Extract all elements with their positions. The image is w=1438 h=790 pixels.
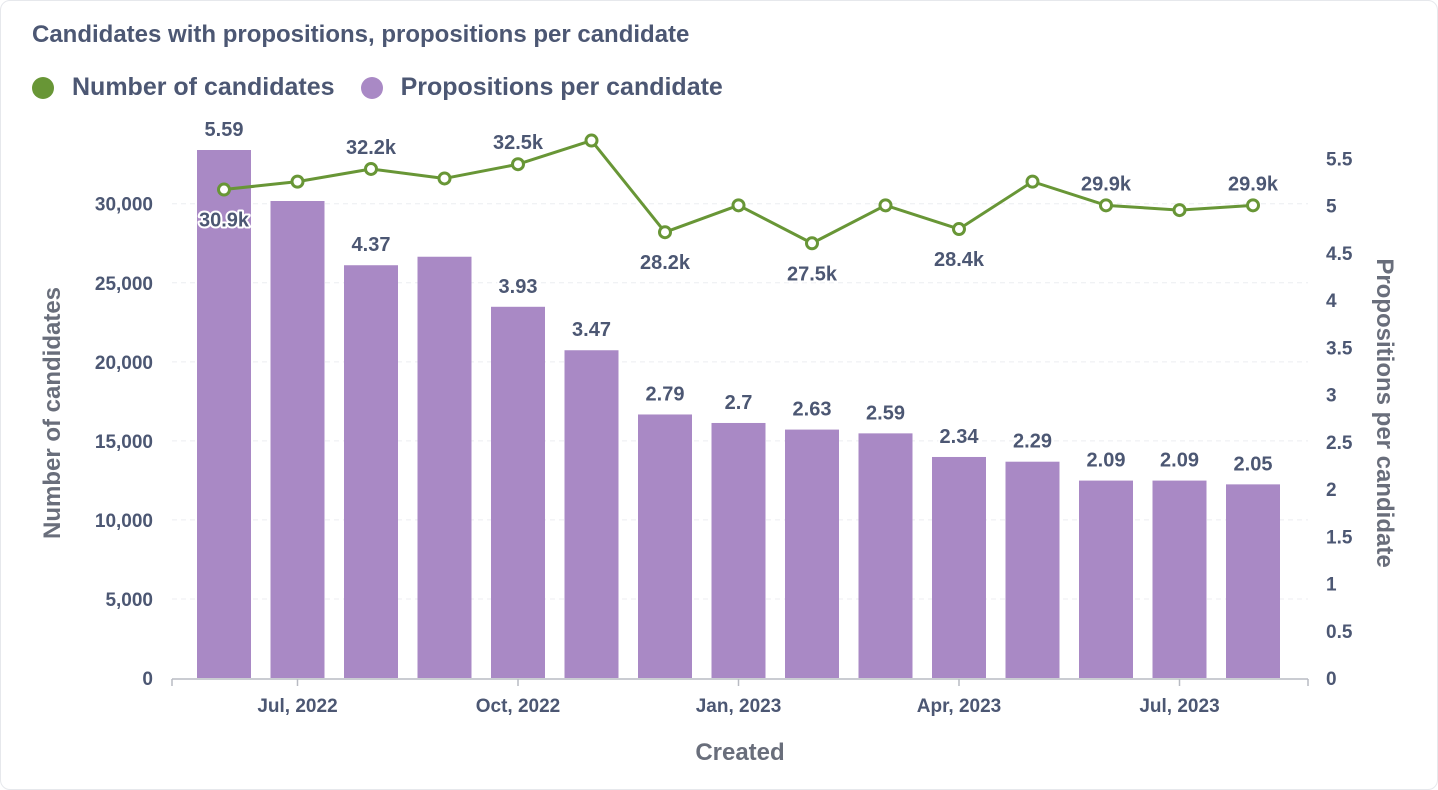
bar[interactable] <box>1152 480 1207 678</box>
y-right-tick-label: 0 <box>1326 669 1337 690</box>
line-point[interactable] <box>1246 198 1260 213</box>
bar-data-label: 3.93 <box>499 276 538 298</box>
y-right-tick-label: 5 <box>1326 197 1337 218</box>
y-left-tick-label: 5,000 <box>105 590 153 611</box>
bar[interactable] <box>858 433 913 678</box>
legend-label-propositions: Propositions per candidate <box>400 73 723 101</box>
line-data-label: 32.2k <box>346 137 397 159</box>
bar[interactable] <box>711 422 766 678</box>
legend-item-candidates[interactable]: Number of candidates <box>32 73 335 102</box>
y-right-tick-label: 4.5 <box>1326 244 1353 265</box>
bar[interactable] <box>785 429 839 678</box>
bar[interactable] <box>417 256 472 678</box>
bar-data-label: 5.59 <box>205 119 244 141</box>
bar-data-label: 2.05 <box>1234 453 1273 475</box>
line-point[interactable] <box>952 222 966 237</box>
line-data-label: 28.2k <box>640 252 691 274</box>
line-point[interactable] <box>511 157 525 172</box>
line-point[interactable] <box>217 182 231 197</box>
y-right-tick-label: 1 <box>1326 575 1337 596</box>
x-tick-label: Jul, 2023 <box>1139 696 1219 717</box>
x-tick-label: Jul, 2022 <box>257 696 337 717</box>
x-tick-label: Oct, 2022 <box>476 696 561 717</box>
bar-data-label: 3.47 <box>572 319 611 341</box>
line-data-label: 29.9k <box>1228 173 1279 195</box>
line-data-label: 30.9k <box>199 210 250 232</box>
line-series <box>217 133 1260 251</box>
x-tick-label: Jan, 2023 <box>696 696 782 717</box>
bar[interactable] <box>638 414 692 678</box>
y-right-tick-label: 1.5 <box>1326 527 1353 548</box>
line-point[interactable] <box>1025 174 1040 189</box>
y-right-tick-label: 2.5 <box>1326 433 1353 454</box>
legend-swatch-propositions <box>360 76 383 99</box>
axes: 0 5,000 10,000 15,000 20,000 25,000 30,000 0 0.5… <box>95 150 1353 717</box>
chart-title: Candidates with propositions, propositio… <box>32 21 690 48</box>
bar[interactable] <box>270 201 325 678</box>
bar-data-label: 2.09 <box>1087 450 1126 472</box>
y-left-tick-label: 0 <box>142 669 153 690</box>
y-right-tick-label: 2 <box>1326 480 1337 501</box>
y-axis-left-title: Number of candidates <box>39 287 66 539</box>
bar[interactable] <box>932 456 986 678</box>
line-data-label: 27.5k <box>787 263 838 285</box>
y-left-tick-label: 20,000 <box>95 353 153 374</box>
line-point[interactable] <box>364 161 378 176</box>
y-left-tick-label: 30,000 <box>95 195 153 216</box>
bar[interactable] <box>344 265 398 678</box>
line-point[interactable] <box>1099 198 1113 213</box>
line-point[interactable] <box>290 174 305 189</box>
line-point[interactable] <box>805 236 819 251</box>
bar-data-label: 2.79 <box>646 383 685 405</box>
y-right-tick-label: 4 <box>1326 291 1337 312</box>
data-labels: 5.59 4.37 3.93 3.47 2.79 2.7 2.63 2.59 2.34 2.29 2… <box>197 117 1281 477</box>
line-data-label: 28.4k <box>934 249 985 271</box>
line-point[interactable] <box>584 133 599 148</box>
line-point[interactable] <box>658 225 672 240</box>
bar[interactable] <box>564 350 619 678</box>
x-axis-title: Created <box>695 739 784 766</box>
y-right-tick-label: 3.5 <box>1326 338 1353 359</box>
line-point[interactable] <box>437 171 452 186</box>
bar-data-label: 2.63 <box>793 399 832 421</box>
legend-swatch-candidates <box>32 76 54 99</box>
line-data-label: 29.9k <box>1081 173 1132 195</box>
bar[interactable] <box>1226 484 1280 678</box>
bar-data-label: 4.37 <box>352 234 391 256</box>
bar[interactable] <box>1005 461 1060 678</box>
y-right-tick-label: 3 <box>1326 386 1337 407</box>
legend-item-propositions[interactable]: Propositions per candidate <box>360 73 723 102</box>
bar-series <box>197 150 1280 678</box>
line-point[interactable] <box>878 198 893 213</box>
bar-data-label: 2.34 <box>940 426 980 448</box>
y-left-tick-label: 15,000 <box>95 432 153 453</box>
bar-data-label: 2.29 <box>1013 431 1052 453</box>
bar-data-label: 2.7 <box>725 392 753 414</box>
bar[interactable] <box>197 150 251 678</box>
bar[interactable] <box>491 306 545 678</box>
line-point[interactable] <box>1172 203 1187 218</box>
x-tick-label: Apr, 2023 <box>917 696 1002 717</box>
y-axis-right-title: Propositions per candidate <box>1371 258 1398 567</box>
line-point[interactable] <box>731 198 746 213</box>
y-right-tick-label: 0.5 <box>1326 622 1353 643</box>
y-left-tick-label: 10,000 <box>95 511 153 532</box>
legend-label-candidates: Number of candidates <box>72 73 335 101</box>
y-left-tick-label: 25,000 <box>95 274 153 295</box>
line-data-label: 32.5k <box>493 132 544 154</box>
bar[interactable] <box>1079 480 1133 678</box>
bar-data-label: 2.59 <box>866 402 905 424</box>
bar-data-label: 2.09 <box>1160 450 1199 472</box>
y-right-tick-label: 5.5 <box>1326 150 1353 171</box>
legend: Number of candidates Propositions per ca… <box>32 73 749 102</box>
